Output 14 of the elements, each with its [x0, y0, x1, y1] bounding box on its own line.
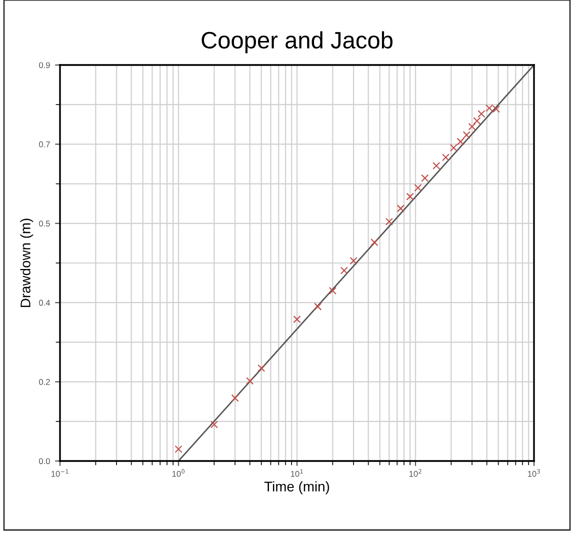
chart-title: Cooper and Jacob	[202, 31, 392, 54]
x-axis-title: Time (min)	[264, 481, 330, 494]
x-tick-label: 10$^{2}$	[409, 469, 422, 477]
x-tick-label: 10$^{0}$	[172, 469, 185, 477]
x-tick-label: 10$^{3}$	[528, 469, 540, 477]
x-tick-label: 10$^{1}$	[290, 469, 303, 477]
y-tick-label: 0.5	[39, 220, 50, 226]
y-tick-label: 0.7	[39, 141, 50, 148]
y-tick-label: 0.2	[39, 379, 50, 385]
y-axis-title: Drawdown (m)	[20, 218, 34, 308]
x-tick-label: 10$^{−1}$	[52, 469, 68, 477]
y-tick-label: 0.4	[39, 300, 50, 306]
y-tick-label: 0.0	[39, 458, 50, 464]
y-tick-label: 0.9	[39, 62, 50, 68]
